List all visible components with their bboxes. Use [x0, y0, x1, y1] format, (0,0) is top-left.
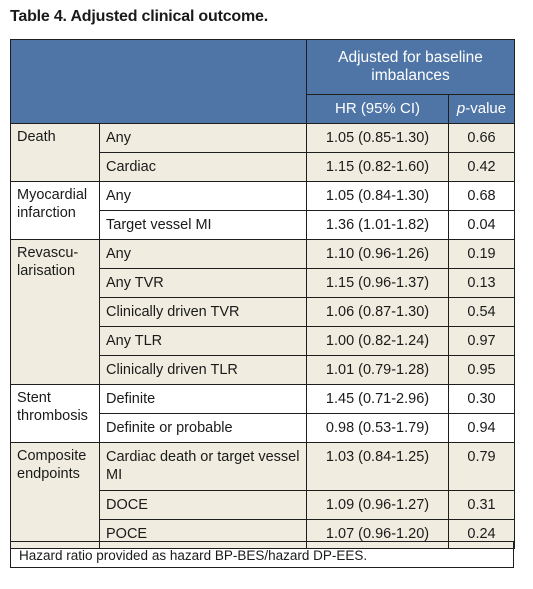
group-label: Stent thrombosis: [10, 384, 100, 443]
table-row: Stent thrombosis Definite 1.45 (0.71-2.9…: [10, 384, 515, 443]
hr-cell: 1.36 (1.01-1.82): [306, 210, 449, 240]
p-cell: 0.97: [448, 326, 515, 356]
group-label: Death: [10, 123, 100, 182]
p-cell: 0.94: [448, 413, 515, 443]
outcome-cell: POCE: [99, 519, 307, 549]
outcome-cell: Target vessel MI: [99, 210, 307, 240]
table-row: DOCE 1.09 (0.96-1.27) 0.31: [11, 490, 515, 520]
hr-cell: 1.15 (0.82-1.60): [306, 152, 449, 182]
hr-cell: 1.05 (0.84-1.30): [306, 181, 449, 211]
p-cell: 0.54: [448, 297, 515, 327]
group-label: Myocardial infarction: [10, 181, 100, 240]
table-row: Myocardial infarction Any 1.05 (0.84-1.3…: [10, 181, 515, 240]
outcome-cell: Definite or probable: [99, 413, 307, 443]
group-label: Revascu-larisation: [10, 239, 100, 385]
p-cell: 0.04: [448, 210, 515, 240]
table-row: Any TVR 1.15 (0.96-1.37) 0.13: [11, 268, 515, 298]
p-cell: 0.13: [448, 268, 515, 298]
table-footnote: Hazard ratio provided as hazard BP-BES/h…: [10, 541, 514, 568]
header-row-top: Adjusted for baseline imbalances: [10, 39, 515, 124]
hr-cell: 1.00 (0.82-1.24): [306, 326, 449, 356]
p-cell: 0.42: [448, 152, 515, 182]
outcome-cell: Any: [99, 239, 307, 269]
p-cell: 0.31: [448, 490, 515, 520]
outcome-cell: Any: [99, 123, 307, 153]
hr-cell: 1.15 (0.96-1.37): [306, 268, 449, 298]
hr-cell: 0.98 (0.53-1.79): [306, 413, 449, 443]
hr-cell: 1.10 (0.96-1.26): [306, 239, 449, 269]
table-row: POCE 1.07 (0.96-1.20) 0.24: [11, 519, 515, 549]
outcome-cell: Clinically driven TLR: [99, 355, 307, 385]
p-cell: 0.66: [448, 123, 515, 153]
table-row: Revascu-larisation Any 1.10 (0.96-1.26) …: [10, 239, 515, 385]
table-row: Composite endpoints Cardiac death or tar…: [10, 442, 515, 549]
hr-cell: 1.01 (0.79-1.28): [306, 355, 449, 385]
header-group-label: Adjusted for baseline imbalances: [306, 39, 515, 95]
table-row: Cardiac 1.15 (0.82-1.60) 0.42: [11, 152, 515, 182]
hr-cell: 1.05 (0.85-1.30): [306, 123, 449, 153]
header-hr: HR (95% CI): [306, 94, 449, 124]
p-cell: 0.24: [448, 519, 515, 549]
table-row: Definite or probable 0.98 (0.53-1.79) 0.…: [11, 413, 515, 443]
outcome-cell: Cardiac death or target vessel MI: [99, 442, 307, 491]
hr-cell: 1.03 (0.84-1.25): [306, 442, 449, 491]
header-row-sub: HR (95% CI) p-value: [11, 94, 515, 124]
table-title: Table 4. Adjusted clinical outcome.: [10, 8, 268, 25]
p-cell: 0.95: [448, 355, 515, 385]
table-row: Any TLR 1.00 (0.82-1.24) 0.97: [11, 326, 515, 356]
hr-cell: 1.09 (0.96-1.27): [306, 490, 449, 520]
outcome-cell: Clinically driven TVR: [99, 297, 307, 327]
outcome-cell: Any TLR: [99, 326, 307, 356]
header-blank: [10, 39, 307, 124]
group-label: Composite endpoints: [10, 442, 100, 549]
table-row: Clinically driven TLR 1.01 (0.79-1.28) 0…: [11, 355, 515, 385]
p-cell: 0.68: [448, 181, 515, 211]
table-row: Target vessel MI 1.36 (1.01-1.82) 0.04: [11, 210, 515, 240]
hr-cell: 1.45 (0.71-2.96): [306, 384, 449, 414]
table-row: Death Any 1.05 (0.85-1.30) 0.66: [10, 123, 515, 182]
outcome-cell: Cardiac: [99, 152, 307, 182]
outcome-cell: DOCE: [99, 490, 307, 520]
hr-cell: 1.06 (0.87-1.30): [306, 297, 449, 327]
outcome-cell: Definite: [99, 384, 307, 414]
outcome-cell: Any: [99, 181, 307, 211]
p-cell: 0.30: [448, 384, 515, 414]
outcome-table: Adjusted for baseline imbalances HR (95%…: [10, 39, 515, 549]
outcome-cell: Any TVR: [99, 268, 307, 298]
p-cell: 0.19: [448, 239, 515, 269]
header-p-value: p-value: [448, 94, 515, 124]
hr-cell: 1.07 (0.96-1.20): [306, 519, 449, 549]
p-cell: 0.79: [448, 442, 515, 491]
